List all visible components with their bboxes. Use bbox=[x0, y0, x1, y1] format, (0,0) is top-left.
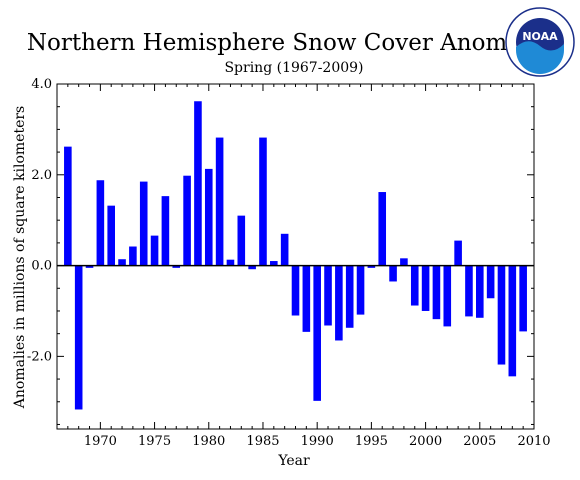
x-tick-label: 1995 bbox=[355, 434, 388, 449]
bar-1990 bbox=[313, 265, 321, 401]
x-tick-label: 2000 bbox=[409, 434, 442, 449]
x-tick-label: 2010 bbox=[517, 434, 550, 449]
y-tick-label: -2.0 bbox=[27, 349, 52, 364]
bar-1975 bbox=[150, 235, 159, 266]
bar-2001 bbox=[432, 265, 441, 320]
bar-2008 bbox=[508, 265, 517, 377]
x-axis-label: Year bbox=[277, 453, 310, 469]
x-tick-label: 1980 bbox=[192, 434, 225, 449]
bar-1977 bbox=[172, 265, 181, 268]
bar-1996 bbox=[378, 192, 387, 266]
bar-1998 bbox=[400, 258, 408, 266]
chart-title: Northern Hemisphere Snow Cover Anomalies bbox=[27, 30, 561, 56]
y-tick-label: 2.0 bbox=[31, 168, 52, 183]
bar-2005 bbox=[476, 265, 484, 318]
bar-1981 bbox=[215, 137, 224, 266]
bar-1971 bbox=[107, 205, 115, 266]
bar-1991 bbox=[324, 265, 332, 326]
bar-1967 bbox=[64, 146, 72, 266]
noaa-logo-text: NOAA bbox=[522, 30, 558, 43]
bar-1980 bbox=[204, 168, 213, 266]
y-axis-label: Anomalies in millions of square kilomete… bbox=[12, 106, 28, 409]
bar-1988 bbox=[291, 265, 300, 316]
bar-1978 bbox=[183, 175, 191, 266]
bar-1968 bbox=[74, 265, 83, 410]
bar-1972 bbox=[118, 259, 126, 266]
bar-2000 bbox=[421, 265, 430, 311]
x-tick-label: 1985 bbox=[246, 434, 279, 449]
bar-1982 bbox=[226, 259, 235, 266]
bar-2007 bbox=[497, 265, 506, 365]
y-tick-label: 4.0 bbox=[31, 77, 52, 92]
x-tick-label: 1990 bbox=[301, 434, 334, 449]
bar-1999 bbox=[410, 265, 419, 306]
plot-area: 1970 1975 1980 1985 1990 1995 2000 2005 2010 -2.0… bbox=[27, 77, 551, 449]
bar-1976 bbox=[161, 196, 170, 266]
x-tick-label: 2005 bbox=[463, 434, 496, 449]
bar-1983 bbox=[237, 215, 246, 266]
bar-1986 bbox=[270, 261, 278, 266]
bar-1984 bbox=[248, 265, 256, 270]
bar-1970 bbox=[96, 180, 105, 266]
x-tick-label: 1970 bbox=[84, 434, 117, 449]
bar-2002 bbox=[443, 265, 452, 327]
bar-1973 bbox=[129, 246, 137, 266]
bar-1974 bbox=[139, 181, 148, 266]
y-tick-label: 0.0 bbox=[31, 259, 52, 274]
bar-2004 bbox=[465, 265, 473, 317]
bar-1992 bbox=[335, 265, 343, 341]
bar-1994 bbox=[356, 265, 365, 315]
noaa-logo: NOAA bbox=[505, 7, 575, 77]
bar-1985 bbox=[259, 137, 267, 266]
chart-subtitle: Spring (1967-2009) bbox=[224, 60, 363, 76]
bar-1987 bbox=[280, 233, 289, 266]
bar-1989 bbox=[302, 265, 311, 332]
bar-2003 bbox=[454, 240, 462, 266]
bar-1969 bbox=[85, 265, 94, 268]
bar-1993 bbox=[345, 265, 354, 328]
bar-1979 bbox=[194, 101, 202, 266]
bar-1997 bbox=[389, 265, 397, 282]
plot-frame bbox=[56, 83, 535, 430]
bar-2009 bbox=[519, 265, 527, 332]
x-tick-label: 1975 bbox=[138, 434, 171, 449]
bar-2006 bbox=[486, 265, 495, 299]
bar-1995 bbox=[367, 265, 376, 268]
